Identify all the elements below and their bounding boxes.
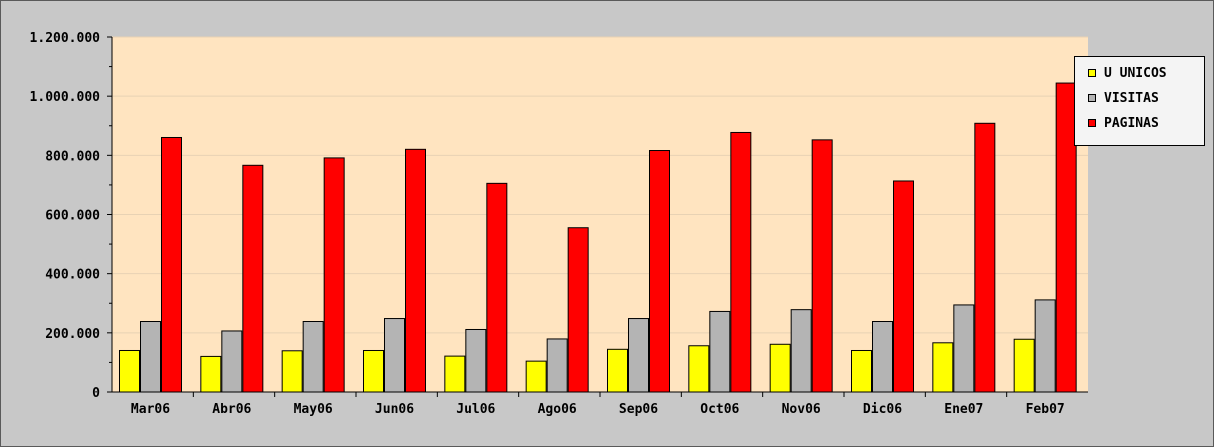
bar-visitas bbox=[953, 304, 975, 393]
legend-swatch-u-unicos bbox=[1088, 69, 1096, 77]
y-tick-label: 800.000 bbox=[45, 149, 100, 164]
y-tick-labels: 0 200.000 400.000 600.000 800.000 1.000.000 1.… bbox=[30, 31, 101, 401]
legend-swatch-paginas bbox=[1088, 119, 1096, 127]
bar-visitas bbox=[302, 321, 324, 393]
legend-label-visitas: VISITAS bbox=[1104, 90, 1159, 106]
bar-visitas bbox=[384, 318, 405, 393]
x-tick-label: Sep06 bbox=[619, 402, 658, 417]
bar-u-unicos bbox=[1013, 338, 1035, 393]
bars bbox=[119, 82, 1077, 393]
bar-u-unicos bbox=[932, 342, 954, 393]
legend-swatch-visitas bbox=[1088, 94, 1096, 102]
legend-item-u-unicos: U UNICOS bbox=[1088, 64, 1167, 82]
bar-paginas bbox=[811, 139, 833, 393]
bar-visitas bbox=[546, 338, 568, 393]
bar-visitas bbox=[140, 321, 161, 393]
legend-item-visitas: VISITAS bbox=[1088, 89, 1159, 107]
y-tick-label: 0 bbox=[92, 386, 100, 401]
y-tick-label: 400.000 bbox=[45, 268, 100, 283]
x-tick-label: Abr06 bbox=[212, 402, 251, 417]
y-tick-label: 600.000 bbox=[45, 209, 100, 224]
y-tick-label: 1.200.000 bbox=[30, 31, 101, 46]
bar-u-unicos bbox=[525, 360, 547, 393]
x-tick-label: Jul06 bbox=[456, 402, 495, 417]
bar-visitas bbox=[221, 330, 243, 393]
bar-visitas bbox=[1034, 299, 1056, 393]
bar-u-unicos bbox=[200, 355, 222, 393]
x-tick-label: Dic06 bbox=[863, 402, 902, 417]
bar-u-unicos bbox=[607, 348, 628, 393]
bar-u-unicos bbox=[363, 349, 384, 393]
legend: U UNICOS VISITAS PAGINAS bbox=[1074, 56, 1205, 146]
bar-paginas bbox=[893, 180, 914, 393]
x-tick-label: May06 bbox=[294, 402, 333, 417]
bar-visitas bbox=[872, 321, 893, 393]
x-tick-label: Oct06 bbox=[700, 402, 739, 417]
bar-u-unicos bbox=[281, 350, 303, 393]
legend-label-paginas: PAGINAS bbox=[1104, 115, 1159, 131]
bar-visitas bbox=[709, 310, 731, 393]
bar-u-unicos bbox=[769, 343, 791, 393]
bar-visitas bbox=[465, 328, 487, 393]
bar-paginas bbox=[323, 157, 345, 393]
x-tick-label: Ago06 bbox=[538, 402, 577, 417]
bar-u-unicos bbox=[688, 345, 710, 393]
bar-paginas bbox=[161, 136, 182, 393]
x-tick-label: Feb07 bbox=[1026, 402, 1065, 417]
bar-visitas bbox=[790, 309, 812, 393]
x-tick-label: Jun06 bbox=[375, 402, 414, 417]
x-tick-label: Ene07 bbox=[944, 402, 983, 417]
bar-paginas bbox=[974, 122, 996, 393]
legend-item-paginas: PAGINAS bbox=[1088, 114, 1159, 132]
bar-paginas bbox=[730, 131, 752, 393]
bar-u-unicos bbox=[444, 355, 466, 393]
y-tick-label: 200.000 bbox=[45, 327, 100, 342]
bar-paginas bbox=[242, 164, 264, 393]
bar-u-unicos bbox=[119, 349, 140, 393]
x-tick-label: Nov06 bbox=[782, 402, 821, 417]
x-tick-label: Mar06 bbox=[131, 402, 170, 417]
legend-label-u-unicos: U UNICOS bbox=[1104, 65, 1167, 81]
bar-visitas bbox=[628, 318, 649, 393]
bar-u-unicos bbox=[851, 349, 872, 393]
bar-paginas bbox=[486, 182, 508, 393]
y-tick-label: 1.000.000 bbox=[30, 90, 101, 105]
x-tick-labels: Mar06 Abr06 May06 Jun06 Jul06 Ago06 Sep06 Oct06… bbox=[131, 402, 1065, 417]
gridlines bbox=[112, 36, 1088, 334]
bar-paginas bbox=[405, 148, 426, 393]
bar-paginas bbox=[649, 150, 670, 393]
axes bbox=[107, 36, 1088, 397]
bar-paginas bbox=[567, 227, 589, 393]
